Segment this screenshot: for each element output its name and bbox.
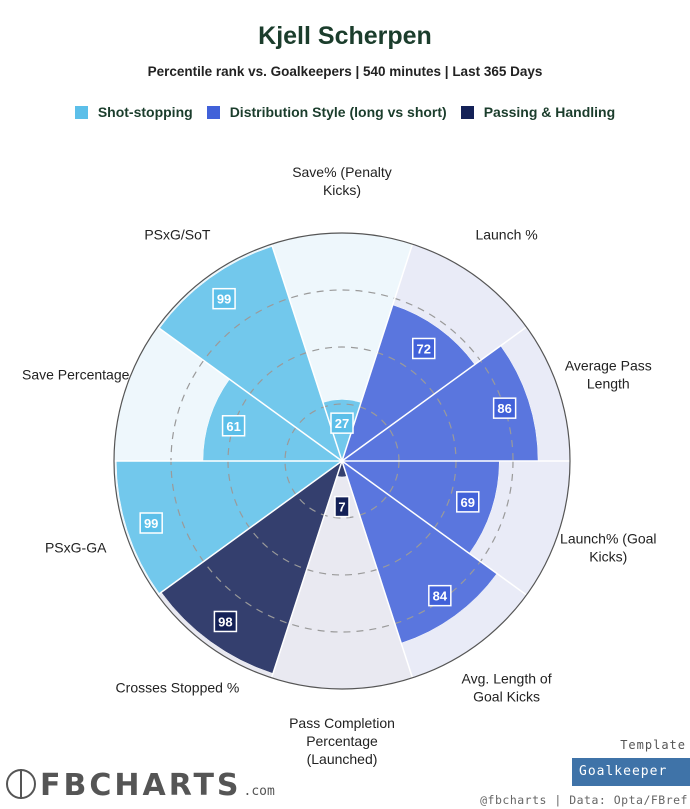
legend-swatch — [74, 105, 88, 119]
category-label: Crosses Stopped % — [116, 680, 240, 696]
value-label: 99 — [144, 516, 158, 531]
pitch-icon — [6, 769, 36, 799]
legend-item-passing: Passing & Handling — [460, 104, 616, 120]
spoke-line — [157, 326, 343, 462]
value-label-box — [411, 337, 436, 360]
outer-circle — [113, 232, 571, 690]
category-label: Avg. Length of Goal Kicks — [462, 671, 552, 705]
value-label-box — [212, 287, 236, 310]
spoke-line — [270, 460, 343, 679]
legend-label: Shot-stopping — [97, 104, 193, 120]
legend-item-distribution: Distribution Style (long vs short) — [206, 104, 447, 120]
value-label-box — [330, 412, 354, 434]
data-credit: @fbcharts | Data: Opta/FBref — [480, 793, 688, 807]
template-label: Template — [620, 738, 686, 752]
value-label-box — [213, 610, 238, 633]
value-label-box — [334, 495, 350, 518]
template-badge: Goalkeeper — [572, 758, 690, 786]
spoke-line — [157, 460, 343, 596]
bar-psxg-sot — [159, 246, 343, 462]
logo-text: FBCHARTS — [40, 768, 242, 803]
spoke-line — [341, 460, 414, 679]
bar-launch- — [341, 304, 476, 462]
legend-label: Passing & Handling — [483, 104, 616, 120]
legend-label: Distribution Style (long vs short) — [229, 104, 447, 120]
spoke-line — [341, 326, 527, 462]
category-label: PSxG/SoT — [144, 226, 211, 242]
category-label: Launch% (Goal Kicks) — [560, 531, 657, 565]
value-label: 98 — [218, 614, 232, 629]
value-label-box — [492, 397, 517, 419]
value-label-box — [221, 415, 246, 437]
value-label: 84 — [433, 589, 448, 604]
spoke-line — [341, 460, 527, 596]
legend: Shot-stopping Distribution Style (long v… — [0, 104, 690, 120]
value-label: 69 — [461, 495, 475, 510]
bar-avg-length-of-goal-kicks — [341, 460, 498, 644]
category-label: Launch % — [475, 226, 537, 242]
legend-swatch — [206, 105, 220, 119]
value-label: 72 — [417, 341, 431, 356]
value-label: 7 — [338, 500, 345, 515]
category-label: Pass Completion Percentage (Launched) — [289, 715, 395, 767]
category-label: PSxG-GA — [45, 540, 107, 556]
bar-launch-goal-kicks- — [341, 460, 500, 554]
value-label-box — [428, 584, 452, 607]
value-label: 27 — [335, 416, 349, 431]
value-label-box — [139, 512, 163, 534]
value-label: 61 — [226, 419, 240, 434]
background-sector — [271, 461, 413, 689]
fbcharts-logo: FBCHARTS .com — [6, 768, 275, 803]
legend-swatch — [460, 105, 474, 119]
legend-item-shot-stopping: Shot-stopping — [74, 104, 193, 120]
category-label: Average Pass Length — [565, 357, 652, 391]
value-label: 99 — [217, 292, 231, 307]
value-label-box — [456, 491, 480, 513]
value-label: 86 — [497, 401, 511, 416]
logo-suffix: .com — [243, 784, 275, 799]
bar-psxg-ga — [116, 460, 343, 595]
category-label: Save% (Penalty Kicks) — [292, 164, 392, 198]
bar-crosses-stopped- — [160, 460, 343, 674]
chart-title: Kjell Scherpen — [258, 22, 432, 50]
bar-save-percentage — [202, 378, 343, 462]
category-label: Save Percentage — [22, 366, 130, 382]
chart-subtitle: Percentile rank vs. Goalkeepers | 540 mi… — [147, 64, 543, 79]
